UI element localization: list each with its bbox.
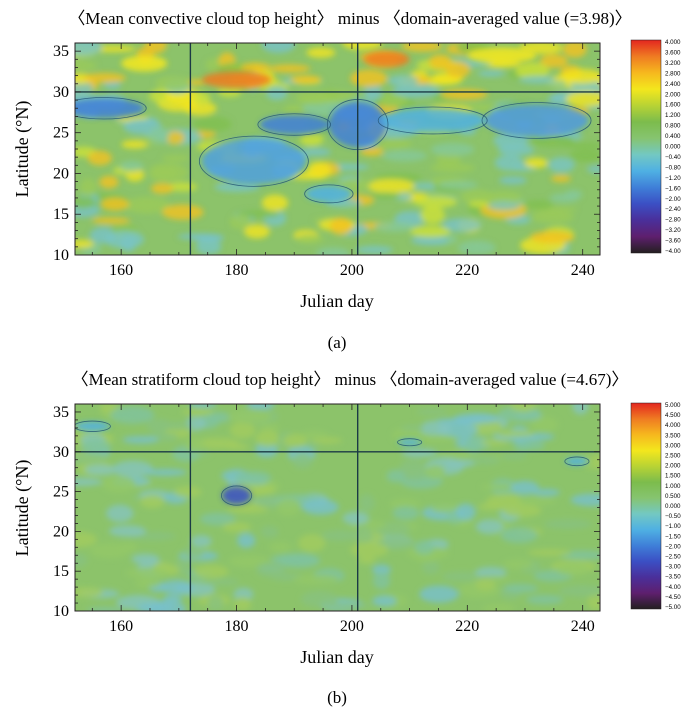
panel-b-colorbar: 5.000 4.500 4.000 3.500 3.000 2.500 2.000 1.500… xyxy=(630,402,681,611)
panel-b-x-axis-label: Julian day xyxy=(300,647,374,667)
colorbar-tick-label: 1.000 xyxy=(665,483,681,490)
colorbar-tick-label: 0.500 xyxy=(665,493,681,500)
panel-a-plot-area xyxy=(74,42,601,256)
panel-b-y-axis: 10 15 20 25 30 35 xyxy=(53,404,600,620)
x-tick-label: 160 xyxy=(109,618,133,635)
colorbar-tick-label: 4.000 xyxy=(665,39,681,46)
x-tick-label: 240 xyxy=(571,618,595,635)
colorbar-tick-label: 3.000 xyxy=(665,442,681,449)
colorbar-tick-label: −2.00 xyxy=(665,543,681,550)
field-anomalies xyxy=(75,47,589,203)
panel-b-plot-area xyxy=(74,403,601,612)
panel-b-y-axis-label: Latitude (°N) xyxy=(12,460,33,557)
x-tick-label: 160 xyxy=(109,262,133,279)
y-tick-label: 15 xyxy=(53,563,69,580)
x-tick-label: 220 xyxy=(455,262,479,279)
colorbar-tick-label: −3.20 xyxy=(665,227,681,234)
x-tick-label: 180 xyxy=(225,262,249,279)
y-tick-label: 35 xyxy=(53,43,69,60)
colorbar-tick-label: 1.600 xyxy=(665,102,681,109)
field-texture xyxy=(75,404,600,611)
colorbar-tick-label: 0.000 xyxy=(665,144,681,151)
colorbar-tick-label: 5.000 xyxy=(665,402,681,409)
panel-b-x-axis: 160 180 200 220 240 xyxy=(91,404,595,635)
panel-a-x-axis-label: Julian day xyxy=(300,291,374,311)
x-tick-label: 200 xyxy=(340,262,364,279)
y-tick-label: 10 xyxy=(53,603,69,620)
panel-a-x-axis: 160 180 200 220 240 xyxy=(91,43,595,279)
y-tick-label: 20 xyxy=(53,523,69,540)
colorbar-tick-label: 2.800 xyxy=(665,70,681,77)
colorbar-tick-label: 1.500 xyxy=(665,473,681,480)
colorbar-tick-label: −3.50 xyxy=(665,574,681,581)
panel-b-chart: 〈Mean stratiform cloud top height〉 minus… xyxy=(12,370,681,707)
colorbar-tick-label: −1.60 xyxy=(665,185,681,192)
colorbar-tick-label: 0.400 xyxy=(665,133,681,140)
panel-a-y-axis: 10 15 20 25 30 35 xyxy=(53,43,600,264)
colorbar-tick-label: −3.00 xyxy=(665,564,681,571)
colorbar-tick-label: −4.00 xyxy=(665,584,681,591)
field-contours xyxy=(75,97,592,204)
colorbar-tick-label: −0.80 xyxy=(665,164,681,171)
y-tick-label: 10 xyxy=(53,247,69,264)
y-tick-label: 30 xyxy=(53,444,69,461)
colorbar-tick-label: −5.00 xyxy=(665,604,681,611)
panel-b-title: 〈Mean stratiform cloud top height〉 minus… xyxy=(72,370,629,389)
colorbar-tick-label: 3.600 xyxy=(665,49,681,56)
colorbar-tick-label: 0.000 xyxy=(665,503,681,510)
colorbar-tick-label: 1.200 xyxy=(665,112,681,119)
colorbar-tick-label: −4.50 xyxy=(665,594,681,601)
panel-a-y-axis-label: Latitude (°N) xyxy=(12,101,33,198)
colorbar-ramp xyxy=(630,39,662,254)
x-tick-label: 200 xyxy=(340,618,364,635)
colorbar-tick-label: 2.500 xyxy=(665,453,681,460)
colorbar-tick-label: 2.000 xyxy=(665,91,681,98)
colorbar-tick-label: 2.400 xyxy=(665,81,681,88)
y-tick-label: 30 xyxy=(53,84,69,101)
colorbar-tick-label: 3.200 xyxy=(665,60,681,67)
panel-a-colorbar: 4.000 3.600 3.200 2.800 2.400 2.000 1.600 1.200… xyxy=(630,39,681,255)
colorbar-tick-label: −1.50 xyxy=(665,533,681,540)
colorbar-tick-label: −2.00 xyxy=(665,196,681,203)
colorbar-tick-label: 3.500 xyxy=(665,432,681,439)
colorbar-tick-label: 4.500 xyxy=(665,412,681,419)
colorbar-tick-label: −3.60 xyxy=(665,238,681,245)
y-tick-label: 25 xyxy=(53,125,69,142)
colorbar-tick-label: −1.20 xyxy=(665,175,681,182)
colorbar-tick-label: −0.40 xyxy=(665,154,681,161)
colorbar-tick-label: 0.800 xyxy=(665,123,681,130)
colorbar-tick-label: −2.80 xyxy=(665,217,681,224)
field-contours xyxy=(75,420,590,506)
panel-a-label: (a) xyxy=(328,333,347,352)
colorbar-tick-label: 4.000 xyxy=(665,422,681,429)
x-tick-label: 220 xyxy=(455,618,479,635)
panel-b-label: (b) xyxy=(327,688,347,707)
colorbar-tick-label: 2.000 xyxy=(665,463,681,470)
colorbar-ramp xyxy=(630,402,662,610)
y-tick-label: 35 xyxy=(53,404,69,421)
y-tick-label: 20 xyxy=(53,165,69,182)
y-tick-label: 15 xyxy=(53,206,69,223)
colorbar-tick-label: −0.50 xyxy=(665,513,681,520)
colorbar-tick-label: −4.00 xyxy=(665,248,681,255)
panel-a-title: 〈Mean convective cloud top height〉 minus… xyxy=(68,9,631,28)
x-tick-label: 180 xyxy=(225,618,249,635)
colorbar-tick-label: −2.50 xyxy=(665,554,681,561)
y-tick-label: 25 xyxy=(53,484,69,501)
colorbar-tick-label: −1.00 xyxy=(665,523,681,530)
field-anomalies xyxy=(75,421,589,505)
panel-a-chart: 〈Mean convective cloud top height〉 minus… xyxy=(12,9,681,352)
x-tick-label: 240 xyxy=(571,262,595,279)
colorbar-tick-label: −2.40 xyxy=(665,206,681,213)
